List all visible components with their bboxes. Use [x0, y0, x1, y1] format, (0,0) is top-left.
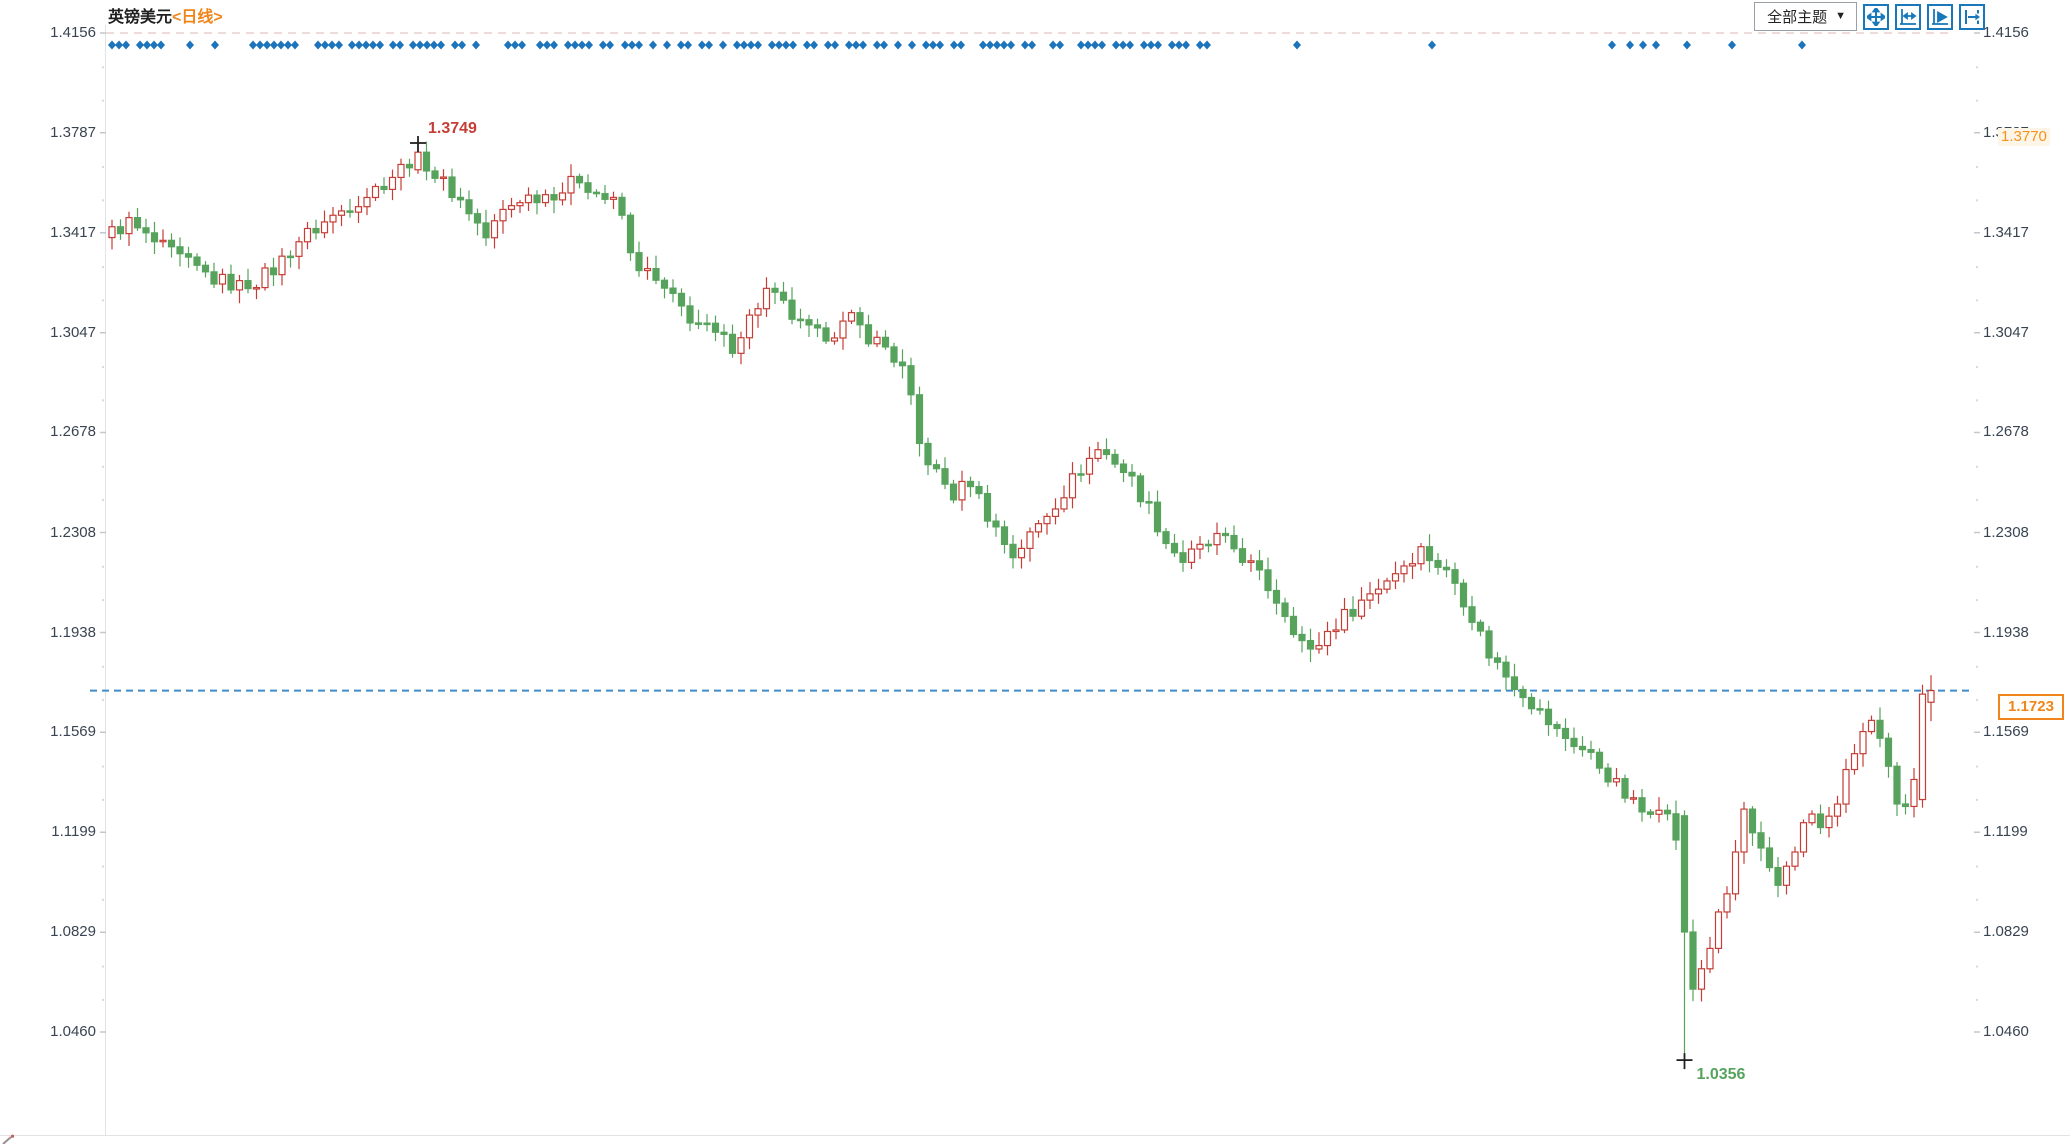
y-axis-label-right: 1.1569: [1983, 723, 2029, 741]
y-axis-label-left: 1.3047: [50, 323, 96, 341]
high-price-label: 1.3749: [428, 120, 477, 137]
y-axis-label-left: 1.4156: [50, 24, 96, 41]
y-axis-label-right: 1.2678: [1983, 423, 2029, 441]
y-axis-label-left: 1.3417: [50, 223, 96, 241]
chart-title: 英镑美元<日线>: [108, 3, 223, 27]
y-axis-label-left: 1.1569: [50, 723, 96, 741]
chart-toolbar: 全部主题 ▼: [1754, 2, 1985, 31]
axis-range-button[interactable]: [1895, 3, 1921, 30]
y-axis-label-right: 1.0829: [1983, 923, 2029, 941]
axis-playback-button[interactable]: [1927, 3, 1953, 30]
y-axis-label-right: 1.1199: [1983, 823, 2028, 841]
export-arrow-icon: [1963, 8, 1981, 26]
y-axis-label-right: 1.0460: [1983, 1023, 2029, 1040]
low-price-label: 1.0356: [1696, 1066, 1746, 1084]
y-axis-label-right: 1.3047: [1983, 323, 2029, 341]
crosshair-pan-button[interactable]: [1863, 3, 1889, 30]
y-axis-label-left: 1.2678: [50, 423, 96, 441]
y-axis-label-right: 1.2308: [1983, 523, 2029, 541]
current-price-tag: 1.1723: [1998, 693, 2064, 720]
y-axis-label-left: 1.1938: [50, 623, 96, 641]
chevron-down-icon: ▼: [1835, 10, 1846, 22]
y-axis-label-right: 1.1938: [1983, 623, 2029, 641]
y-axis-label-left: 1.3787: [50, 123, 96, 141]
draw-tool-icon[interactable]: [2, 1132, 16, 1144]
chart-period: <日线>: [172, 9, 223, 26]
y-axis-label-left: 1.0829: [50, 923, 96, 941]
y-axis-label-left: 1.1199: [51, 823, 96, 841]
y-axis-label-right: 1.4156: [1983, 24, 2029, 41]
y-axis-label-left: 1.0460: [50, 1023, 96, 1040]
export-arrow-button[interactable]: [1959, 3, 1985, 30]
symbol-name: 英镑美元: [108, 9, 173, 26]
y-axis-label-left: 1.2308: [50, 523, 96, 541]
axis-range-icon: [1899, 8, 1917, 26]
crosshair-pan-icon: [1867, 7, 1885, 26]
price-marker-tag: 1.3770: [1998, 128, 2050, 147]
y-axis-label-right: 1.3417: [1983, 223, 2029, 241]
theme-dropdown-button[interactable]: 全部主题 ▼: [1754, 2, 1857, 31]
theme-dropdown-label: 全部主题: [1767, 8, 1828, 26]
axis-playback-icon: [1931, 8, 1949, 26]
